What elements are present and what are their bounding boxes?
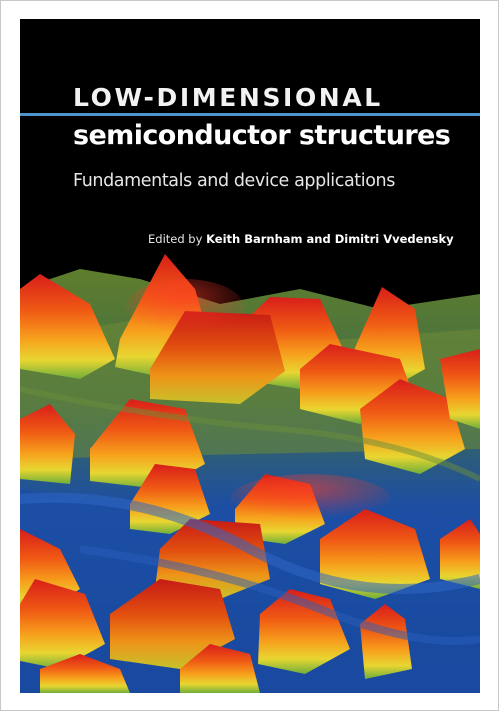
editors-line: Edited by Keith Barnham and Dimitri Vved…: [148, 232, 454, 246]
editor-names: Keith Barnham and Dimitri Vvedensky: [206, 232, 454, 246]
title-line-1: LOW-DIMENSIONAL: [73, 83, 383, 112]
edited-by-label: Edited by: [148, 232, 203, 246]
title-line-2: semiconductor structures: [73, 120, 451, 151]
title-rule: [20, 113, 480, 116]
subtitle: Fundamentals and device applications: [73, 171, 395, 191]
book-cover: LOW-DIMENSIONAL semiconductor structures…: [20, 19, 480, 693]
quantum-dot-illustration: [20, 249, 480, 693]
